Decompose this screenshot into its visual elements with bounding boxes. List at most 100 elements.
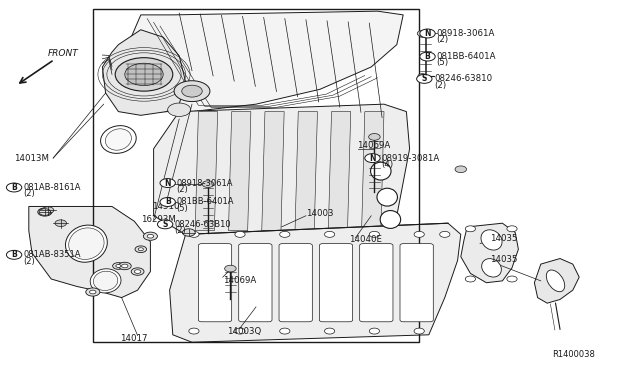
- Ellipse shape: [377, 188, 397, 206]
- Ellipse shape: [65, 225, 108, 262]
- Text: 14017: 14017: [120, 334, 148, 343]
- Circle shape: [182, 85, 202, 97]
- Text: 14035: 14035: [490, 255, 517, 264]
- Text: 14069A: 14069A: [357, 141, 390, 150]
- Circle shape: [369, 328, 380, 334]
- Text: 081BB-6401A: 081BB-6401A: [436, 52, 496, 61]
- FancyBboxPatch shape: [239, 244, 272, 322]
- Text: R1400038: R1400038: [552, 350, 595, 359]
- Circle shape: [55, 220, 67, 227]
- Text: N: N: [164, 179, 171, 187]
- Text: B: B: [425, 52, 430, 61]
- Circle shape: [118, 262, 131, 270]
- Circle shape: [417, 31, 428, 36]
- Circle shape: [369, 134, 380, 140]
- FancyBboxPatch shape: [360, 244, 393, 322]
- Text: (2): (2): [23, 189, 35, 198]
- Text: (5): (5): [436, 58, 449, 67]
- Polygon shape: [122, 11, 403, 112]
- Text: 08246-63B10: 08246-63B10: [174, 220, 230, 229]
- Circle shape: [147, 234, 154, 238]
- Circle shape: [417, 74, 432, 83]
- FancyBboxPatch shape: [198, 244, 232, 322]
- FancyBboxPatch shape: [319, 244, 353, 322]
- Text: 14069A: 14069A: [223, 276, 256, 285]
- Circle shape: [113, 263, 124, 269]
- Text: 16293M: 16293M: [141, 215, 176, 224]
- Circle shape: [122, 264, 128, 268]
- Circle shape: [6, 183, 22, 192]
- Circle shape: [235, 328, 245, 334]
- Circle shape: [440, 231, 450, 237]
- Circle shape: [160, 179, 175, 187]
- Circle shape: [42, 207, 54, 214]
- Circle shape: [134, 270, 141, 273]
- Text: B: B: [12, 250, 17, 259]
- Text: 081BB-6401A: 081BB-6401A: [177, 198, 234, 206]
- Text: B: B: [12, 183, 17, 192]
- Text: (2): (2): [177, 185, 188, 194]
- Ellipse shape: [371, 162, 391, 180]
- Polygon shape: [362, 112, 384, 231]
- Polygon shape: [534, 259, 579, 303]
- Circle shape: [38, 208, 52, 216]
- Circle shape: [135, 246, 147, 253]
- Text: 08246-63810: 08246-63810: [434, 74, 492, 83]
- Polygon shape: [154, 104, 410, 238]
- Circle shape: [125, 63, 163, 86]
- Circle shape: [414, 328, 424, 334]
- Circle shape: [115, 58, 173, 91]
- Bar: [93, 9, 419, 342]
- FancyBboxPatch shape: [400, 244, 433, 322]
- Text: 14013M: 14013M: [14, 154, 49, 163]
- Ellipse shape: [100, 126, 136, 153]
- Polygon shape: [461, 223, 518, 283]
- Circle shape: [6, 250, 22, 259]
- Text: FRONT: FRONT: [48, 49, 79, 58]
- Circle shape: [189, 328, 199, 334]
- Text: (2): (2): [434, 81, 446, 90]
- Ellipse shape: [380, 211, 401, 228]
- Circle shape: [324, 328, 335, 334]
- Text: (2): (2): [174, 226, 186, 235]
- Circle shape: [157, 220, 173, 229]
- Circle shape: [369, 231, 380, 237]
- Text: (4): (4): [381, 160, 394, 169]
- Ellipse shape: [90, 269, 121, 293]
- Circle shape: [174, 81, 210, 102]
- Ellipse shape: [106, 129, 131, 150]
- Circle shape: [507, 276, 517, 282]
- Circle shape: [414, 231, 424, 237]
- Text: 08918-3061A: 08918-3061A: [436, 29, 495, 38]
- Text: N: N: [424, 29, 431, 38]
- Polygon shape: [102, 30, 186, 115]
- Circle shape: [324, 231, 335, 237]
- Text: B: B: [165, 198, 170, 206]
- Polygon shape: [195, 112, 218, 231]
- Polygon shape: [262, 112, 284, 231]
- Circle shape: [420, 29, 435, 38]
- Circle shape: [465, 226, 476, 232]
- Text: 081AB-8161A: 081AB-8161A: [23, 183, 81, 192]
- Circle shape: [455, 166, 467, 173]
- Circle shape: [116, 264, 121, 267]
- Circle shape: [182, 229, 195, 236]
- Circle shape: [280, 328, 290, 334]
- Polygon shape: [29, 206, 150, 298]
- Circle shape: [365, 154, 380, 163]
- Text: S: S: [422, 74, 427, 83]
- Text: (5): (5): [177, 204, 188, 213]
- Circle shape: [86, 288, 100, 296]
- FancyBboxPatch shape: [279, 244, 312, 322]
- Circle shape: [160, 198, 175, 206]
- Circle shape: [42, 210, 48, 214]
- Text: S: S: [163, 220, 168, 229]
- Circle shape: [143, 232, 157, 240]
- Circle shape: [235, 231, 245, 237]
- Text: 14003Q: 14003Q: [227, 327, 262, 336]
- Circle shape: [39, 209, 51, 215]
- Circle shape: [202, 181, 214, 187]
- Polygon shape: [328, 112, 351, 231]
- Circle shape: [131, 268, 144, 275]
- Circle shape: [465, 276, 476, 282]
